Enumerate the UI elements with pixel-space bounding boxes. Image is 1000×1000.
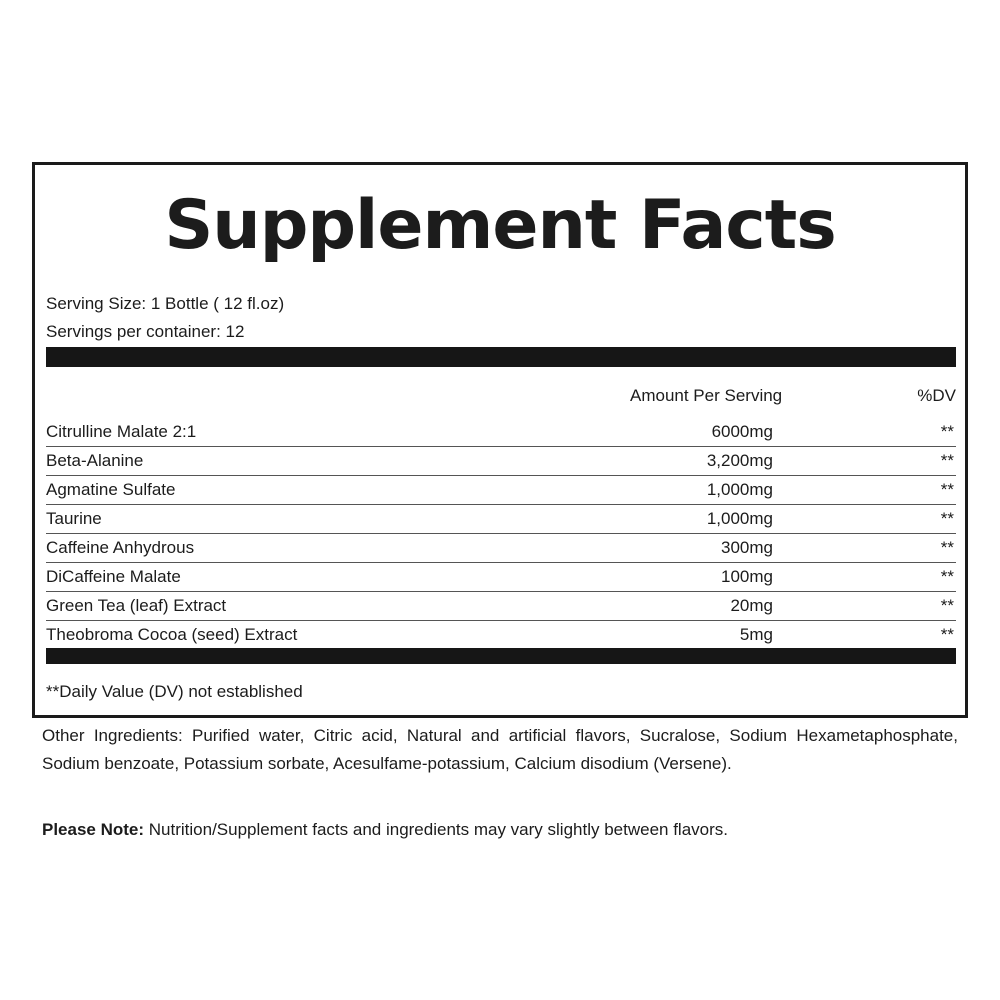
ingredient-dv: ** — [940, 451, 954, 470]
table-row: Taurine 1,000mg ** — [46, 505, 956, 534]
other-ingredients: Other Ingredients: Purified water, Citri… — [42, 726, 958, 773]
ingredient-dv: ** — [940, 422, 954, 441]
ingredient-amount: 100mg — [721, 567, 773, 586]
ingredient-name: Green Tea (leaf) Extract — [46, 596, 227, 615]
ingredient-amount: 1,000mg — [706, 509, 773, 528]
table-row: Beta-Alanine 3,200mg ** — [46, 447, 956, 476]
table-row: Caffeine Anhydrous 300mg ** — [46, 534, 956, 563]
ingredient-dv: ** — [940, 625, 954, 644]
ingredient-amount: 6000mg — [711, 422, 773, 441]
ingredient-name: Agmatine Sulfate — [46, 480, 176, 499]
ingredient-name: Beta-Alanine — [46, 451, 144, 470]
ingredient-amount: 5mg — [739, 625, 773, 644]
please-note: Please Note: Nutrition/Supplement facts … — [42, 820, 728, 840]
amount-header: Amount Per Serving — [630, 386, 783, 405]
ingredient-amount: 300mg — [721, 538, 773, 557]
ingredient-dv: ** — [940, 538, 954, 557]
note-text: Nutrition/Supplement facts and ingredien… — [144, 820, 728, 839]
ingredient-dv: ** — [940, 596, 954, 615]
table-row: Theobroma Cocoa (seed) Extract 5mg ** — [46, 621, 956, 649]
table-row: Agmatine Sulfate 1,000mg ** — [46, 476, 956, 505]
dv-footnote: **Daily Value (DV) not established — [46, 682, 303, 701]
table-row: DiCaffeine Malate 100mg ** — [46, 563, 956, 592]
ingredient-name: DiCaffeine Malate — [46, 567, 181, 586]
ingredient-amount: 3,200mg — [706, 451, 773, 470]
ingredient-dv: ** — [940, 509, 954, 528]
ingredient-amount: 1,000mg — [706, 480, 773, 499]
table-row: Green Tea (leaf) Extract 20mg ** — [46, 592, 956, 621]
ingredient-name: Theobroma Cocoa (seed) Extract — [46, 625, 298, 644]
ingredient-dv: ** — [940, 567, 954, 586]
ingredient-name: Caffeine Anhydrous — [46, 538, 195, 557]
dv-header: %DV — [917, 386, 956, 405]
ingredient-amount: 20mg — [730, 596, 773, 615]
thick-divider-bottom — [46, 648, 956, 664]
thick-divider — [46, 347, 956, 367]
ingredient-name: Citrulline Malate 2:1 — [46, 422, 197, 441]
serving-size: Serving Size: 1 Bottle ( 12 fl.oz) — [46, 294, 285, 313]
note-label: Please Note: — [42, 820, 145, 839]
ingredient-table: Citrulline Malate 2:1 6000mg ** Beta-Alanin… — [46, 418, 956, 649]
ingredient-dv: ** — [940, 480, 954, 499]
table-row: Citrulline Malate 2:1 6000mg ** — [46, 418, 956, 447]
servings-per-container: Servings per container: 12 — [46, 322, 245, 341]
panel-title: Supplement Facts — [164, 186, 836, 265]
supplement-facts-panel — [32, 162, 968, 718]
ingredient-name: Taurine — [46, 509, 102, 528]
